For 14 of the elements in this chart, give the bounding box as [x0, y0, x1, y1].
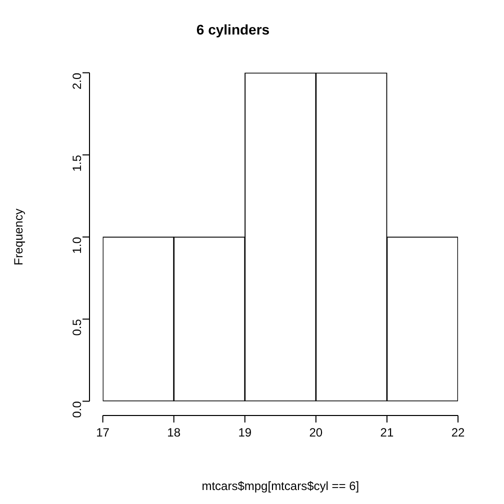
- chart-title: 6 cylinders: [196, 21, 270, 38]
- y-tick-label: 1.5: [70, 154, 84, 172]
- x-tick-label: 20: [309, 426, 323, 440]
- x-tick-label: 21: [380, 426, 394, 440]
- x-tick-label: 18: [167, 426, 181, 440]
- y-tick-label: 1.0: [70, 236, 84, 254]
- x-axis-title: mtcars$mpg[mtcars$cyl == 6]: [202, 479, 360, 494]
- y-tick-label: 2.0: [70, 72, 84, 90]
- y-axis-title: Frequency: [12, 208, 26, 266]
- x-tick-label: 19: [238, 426, 252, 440]
- y-tick-label: 0.0: [70, 400, 84, 418]
- x-tick-label: 17: [96, 426, 110, 440]
- y-tick-label: 0.5: [70, 318, 84, 336]
- x-tick-label: 22: [451, 426, 465, 440]
